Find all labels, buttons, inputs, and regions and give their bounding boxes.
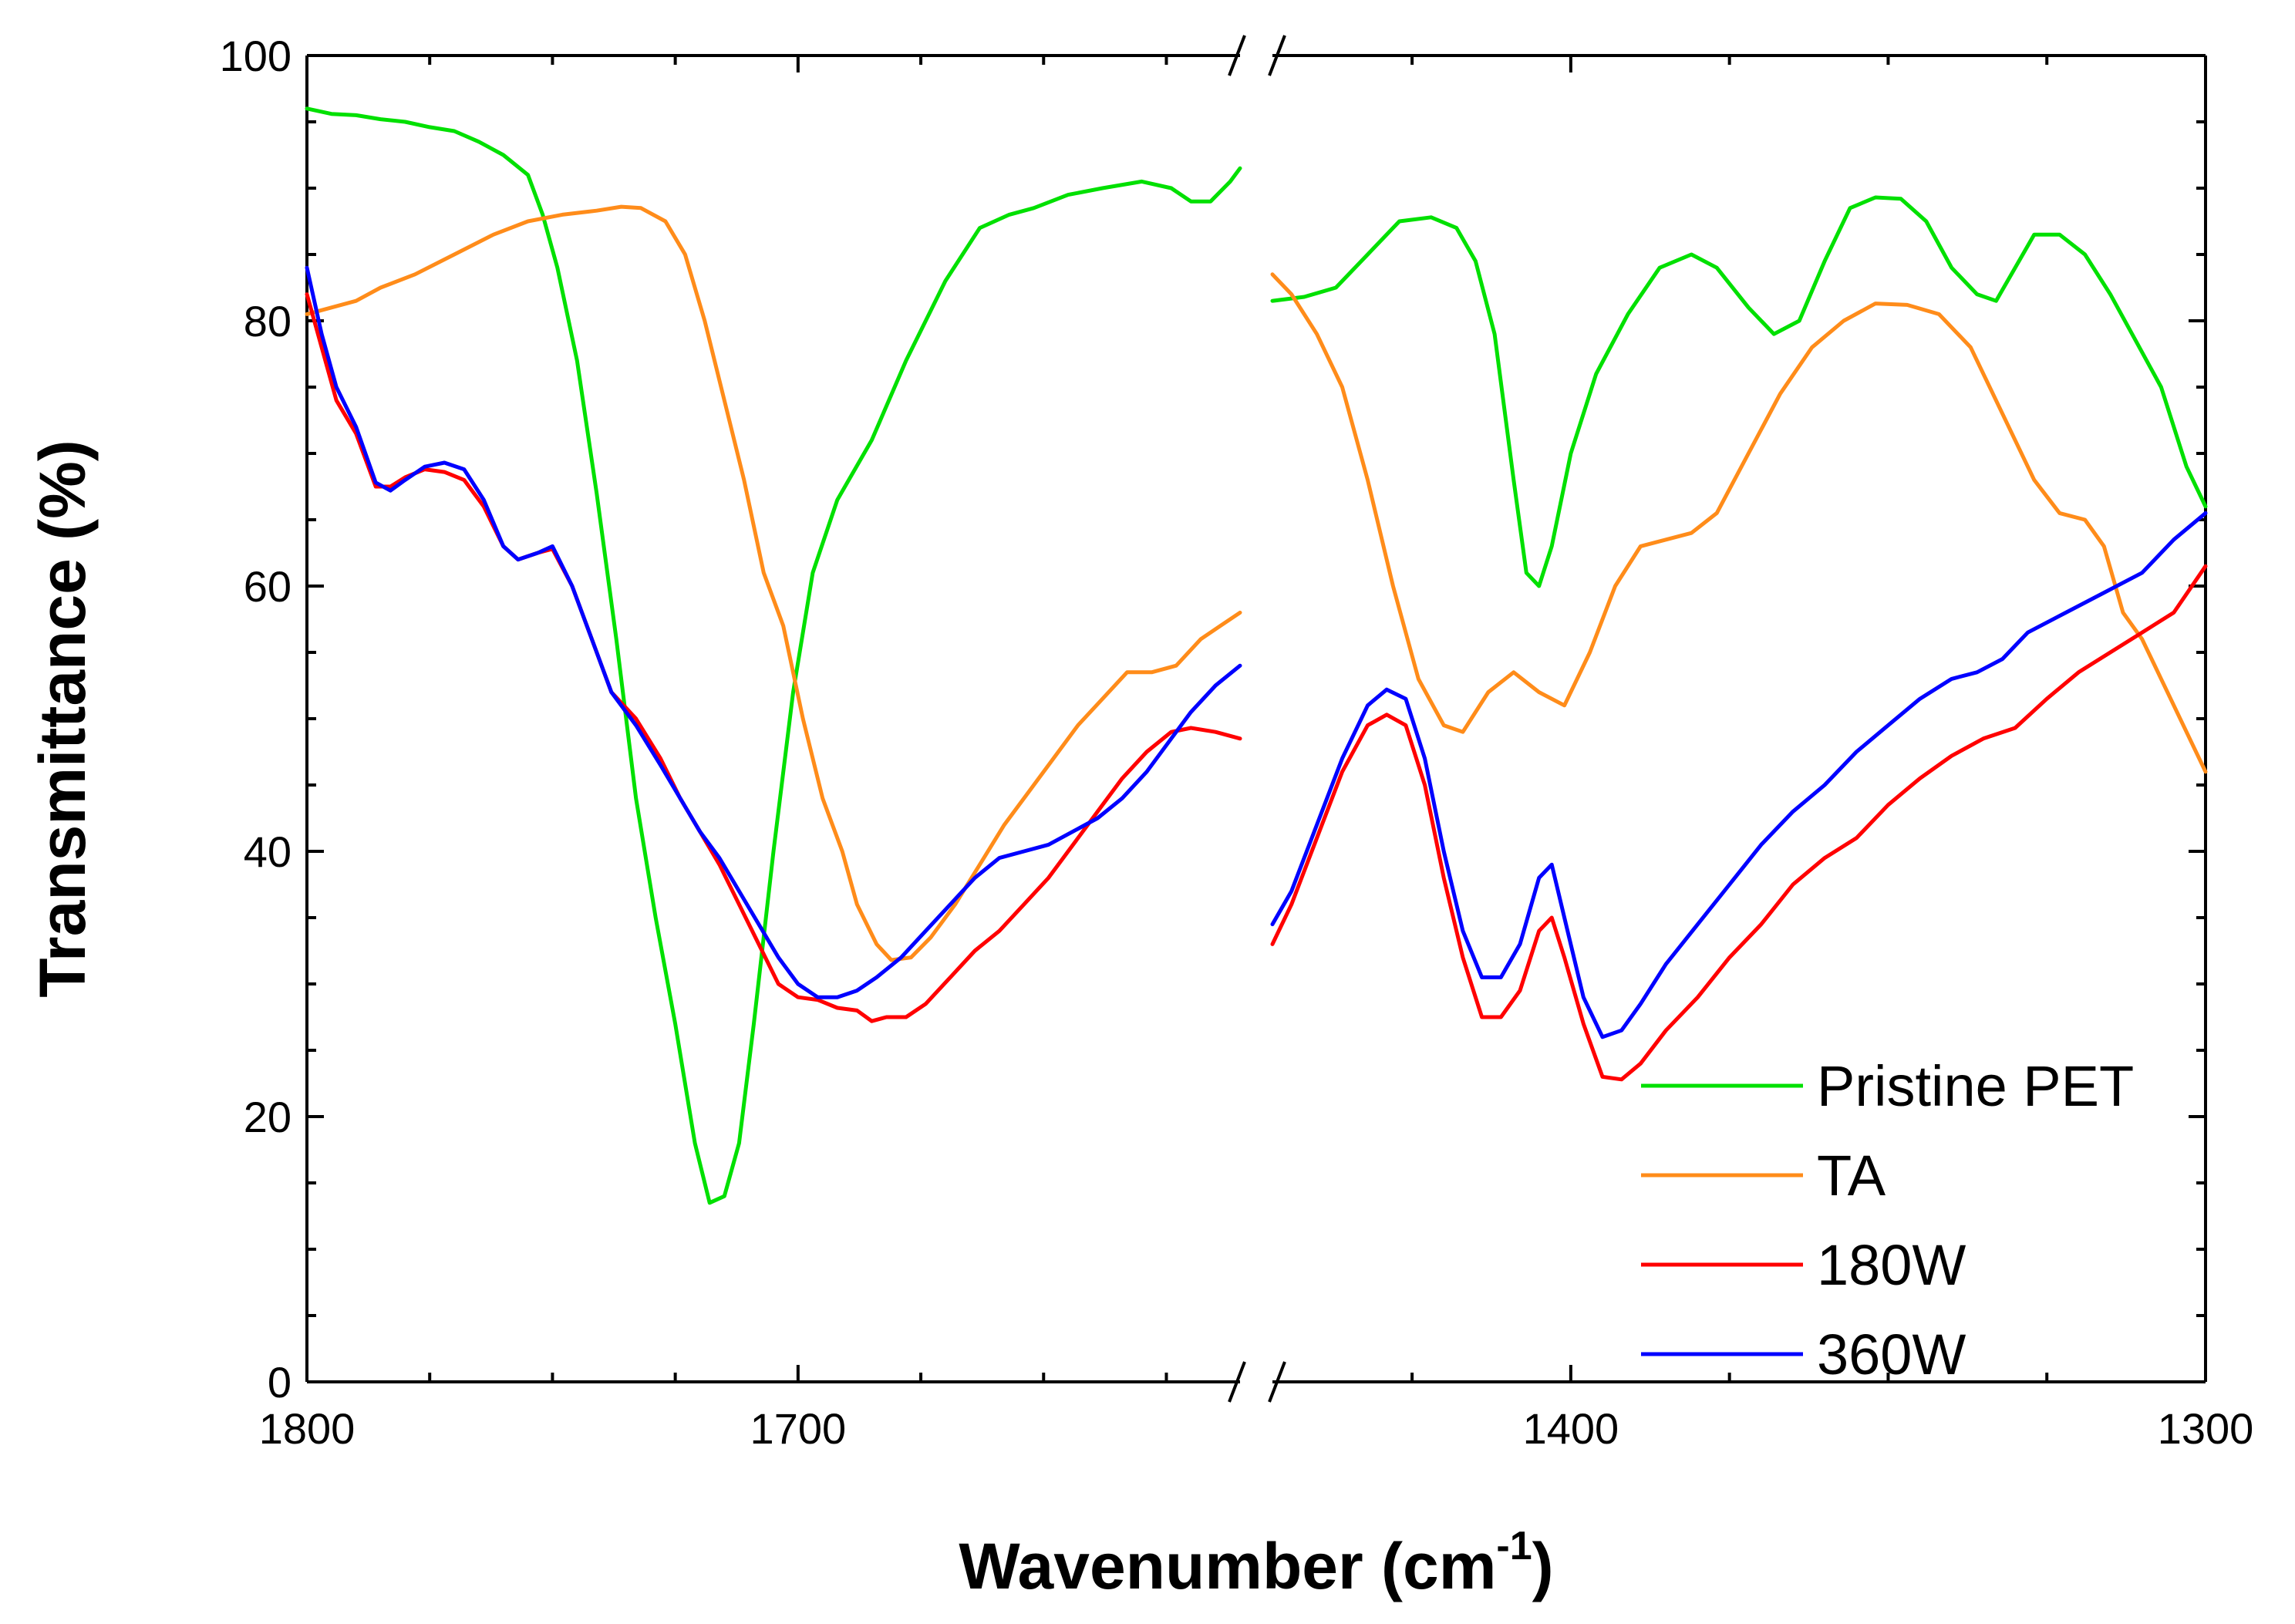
- x-tick-label: 1400: [1523, 1404, 1619, 1453]
- y-tick-label: 60: [244, 562, 292, 611]
- series-line-180w-left: [305, 292, 1242, 1023]
- series-line-pristine-pet-left: [305, 106, 1242, 1205]
- legend-label-ta: TA: [1817, 1144, 1886, 1208]
- legend-label-180w: 180W: [1817, 1233, 1966, 1297]
- axis-break-bottom: [1228, 1361, 1286, 1403]
- series-line-360w-left: [305, 265, 1242, 999]
- legend: Pristine PET TA 180W 360W: [1641, 1054, 2134, 1386]
- y-tick-label: 100: [220, 32, 292, 80]
- y-tick-label: 40: [244, 827, 292, 876]
- x-axis-title: Wavenumber (cm-1): [959, 1524, 1553, 1602]
- legend-label-pristine-pet: Pristine PET: [1817, 1054, 2134, 1118]
- series-lines: [305, 106, 2208, 1205]
- legend-label-360w: 360W: [1817, 1322, 1966, 1386]
- x-axis-title-main: Wavenumber (cm: [959, 1530, 1496, 1602]
- x-axis-ticks: 1800 1700 1400 1300: [259, 56, 2254, 1453]
- y-axis-title: Transmittance (%): [26, 440, 99, 998]
- series-line-ta-left: [305, 204, 1242, 962]
- series-line-ta-right: [1270, 272, 2208, 774]
- y-tick-label: 20: [244, 1093, 292, 1141]
- plot-frame: [305, 54, 2207, 1383]
- y-tick-label: 0: [268, 1358, 292, 1407]
- series-line-pristine-pet-right: [1270, 195, 2208, 588]
- y-axis-ticks: 0 20 40 60 80 100: [220, 32, 2206, 1407]
- x-axis-title-close: ): [1532, 1530, 1554, 1602]
- series-line-360w-right: [1270, 510, 2208, 1039]
- x-axis-title-superscript: -1: [1496, 1524, 1532, 1568]
- series-line-180w-right: [1270, 564, 2208, 1082]
- x-tick-label: 1700: [750, 1404, 847, 1453]
- x-tick-label: 1300: [2158, 1404, 2254, 1453]
- y-tick-label: 80: [244, 297, 292, 345]
- x-tick-label: 1800: [259, 1404, 356, 1453]
- axis-break-top: [1228, 35, 1286, 76]
